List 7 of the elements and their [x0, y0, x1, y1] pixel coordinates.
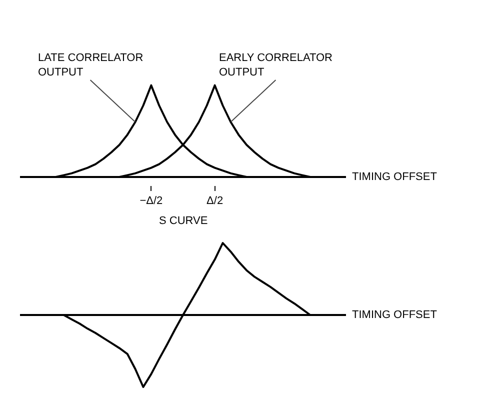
x-axis-title: TIMING OFFSET — [352, 171, 438, 183]
series-label: LATE CORRELATOR OUTPUT — [38, 52, 144, 78]
x-axis-title: TIMING OFFSET — [352, 309, 438, 321]
y-axis-title: S CURVE — [159, 215, 208, 227]
x-tick-label: Δ/2 — [206, 195, 224, 208]
series-label: EARLY CORRELATOR OUTPUT — [219, 52, 333, 78]
x-tick-label: −Δ/2 — [140, 195, 163, 208]
